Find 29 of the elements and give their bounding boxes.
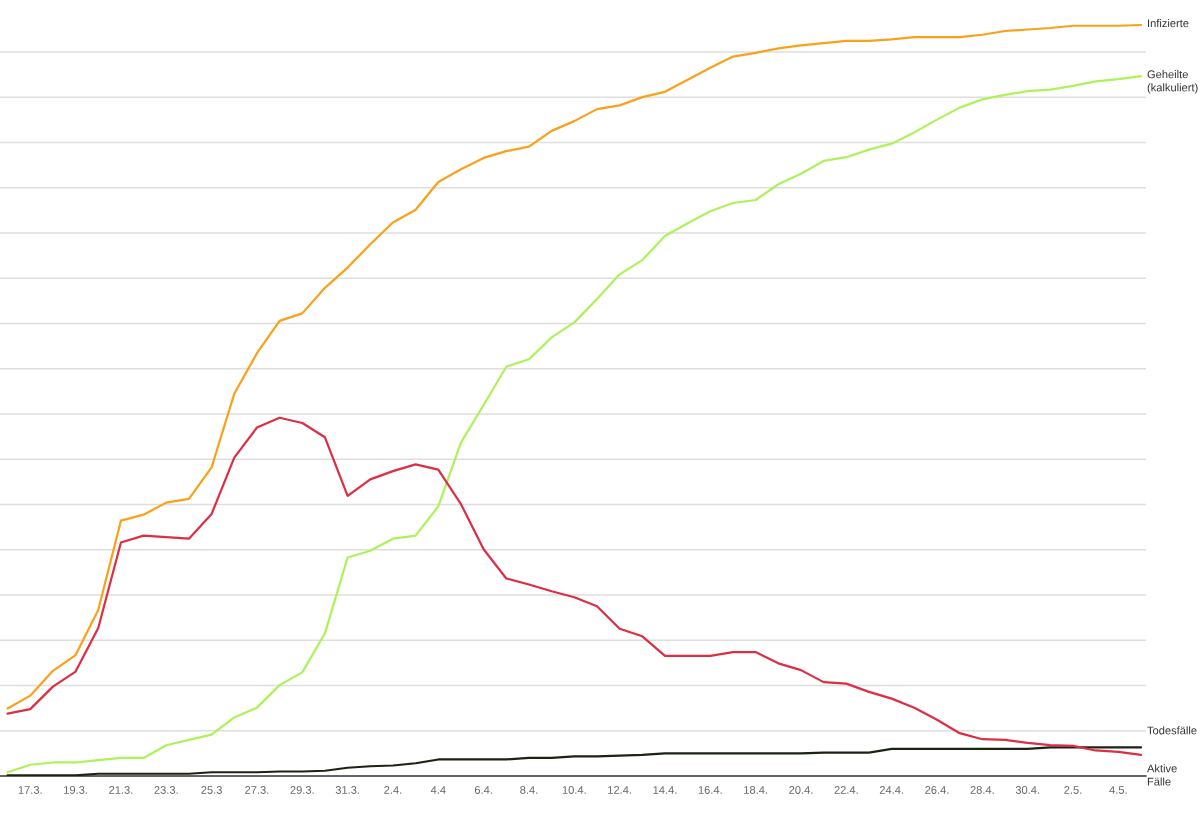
x-tick-label: 8.4.	[520, 786, 538, 794]
x-tick-label: 22.4.	[834, 786, 858, 794]
x-tick-label: 31.3.	[335, 786, 359, 794]
x-tick-label: 17.3.	[18, 786, 42, 794]
series-label: Infizierte	[1148, 19, 1189, 28]
x-tick-label: 20.4.	[789, 786, 813, 794]
x-tick-label: 12.4.	[608, 786, 631, 794]
x-tick-label: 25.3	[201, 786, 222, 794]
x-tick-label: 24.4.	[879, 786, 903, 794]
x-tick-label: 2.4.	[384, 786, 402, 794]
x-tick-label: 16.4.	[698, 786, 722, 794]
x-tick-label: 27.3.	[245, 786, 269, 794]
x-tick-label: 18.4.	[744, 786, 767, 794]
x-tick-label: 28.4.	[970, 786, 994, 794]
x-tick-label: 14.4.	[653, 786, 677, 794]
series-label: Todesfälle	[1147, 726, 1197, 735]
x-tick-label: 6.4.	[474, 786, 492, 794]
x-tick-label: 30.4.	[1015, 786, 1040, 794]
x-tick-label: 26.4.	[925, 786, 949, 794]
x-tick-label: 23.3.	[154, 786, 178, 794]
x-tick-label: 21.3.	[109, 786, 133, 794]
series-label: Aktive Fälle	[1147, 764, 1177, 786]
x-tick-label: 10.4.	[562, 786, 586, 794]
series-label: Geheilte (kalkuliert)	[1147, 70, 1198, 94]
x-tick-label: 4.4	[430, 786, 446, 794]
x-tick-label: 4.5.	[1109, 786, 1127, 794]
x-tick-label: 19.3.	[64, 786, 87, 794]
x-tick-label: 29.3.	[290, 786, 314, 794]
x-tick-label: 2.5.	[1064, 786, 1082, 794]
